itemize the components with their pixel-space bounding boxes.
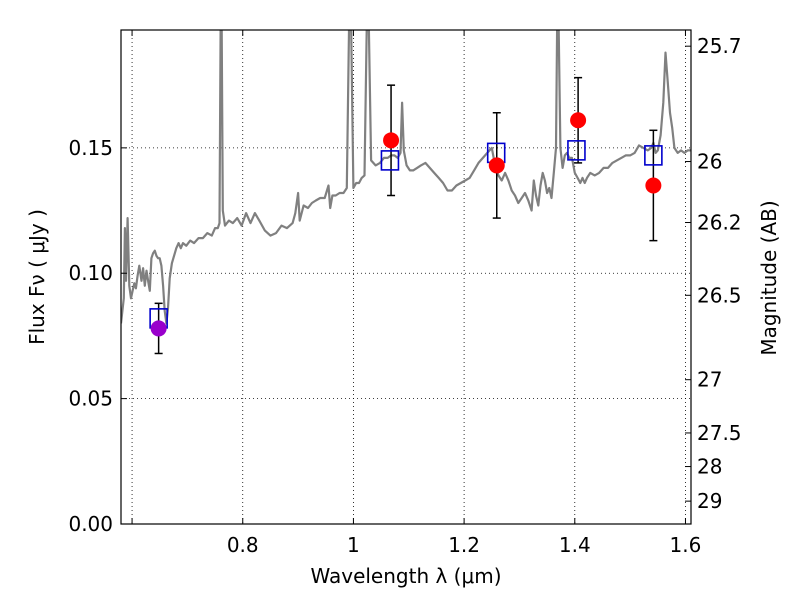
right-tick-label: 25.7 — [697, 34, 742, 58]
x-tick-label: 1.6 — [670, 533, 702, 557]
y-axis-label: Flux Fν ( μJy ) — [25, 209, 49, 345]
observed-point — [383, 132, 400, 149]
right-axis-label: Magnitude (AB) — [757, 200, 781, 355]
right-tick-label: 27.5 — [697, 421, 742, 445]
right-tick-label: 26 — [697, 150, 722, 174]
spectrum-line — [121, 30, 691, 325]
observed-point — [488, 157, 505, 174]
x-tick-label: 0.8 — [227, 533, 259, 557]
right-tick-label: 27 — [697, 368, 722, 392]
x-tick-label: 1.4 — [559, 533, 591, 557]
y-tick-label: 0.00 — [68, 512, 113, 536]
right-tick-label: 26.2 — [697, 211, 742, 235]
right-tick-label: 29 — [697, 489, 722, 513]
model-square-marker — [567, 140, 586, 161]
x-tick-label: 1.2 — [448, 533, 480, 557]
model-square-marker — [380, 150, 400, 171]
model-square-marker — [644, 145, 663, 166]
y-tick-label: 0.15 — [68, 136, 113, 160]
axis-ticks: 0.8 1 1.2 1.4 1.6 0.00 0.05 0.10 0.15 25.7 26 26.2 2… — [68, 30, 742, 557]
y-tick-label: 0.10 — [68, 261, 113, 285]
plot-frame — [120, 29, 692, 525]
y-tick-label: 0.05 — [68, 387, 113, 411]
observed-point — [570, 112, 587, 129]
x-axis-label: Wavelength λ (μm) — [310, 564, 501, 588]
right-tick-label: 26.5 — [697, 283, 742, 307]
observed-point — [150, 320, 167, 337]
x-tick-label: 1 — [347, 533, 360, 557]
spectrum-layer — [121, 30, 691, 325]
observed-point — [645, 177, 662, 194]
observed-point-layer — [150, 112, 662, 337]
right-tick-label: 28 — [697, 455, 722, 479]
